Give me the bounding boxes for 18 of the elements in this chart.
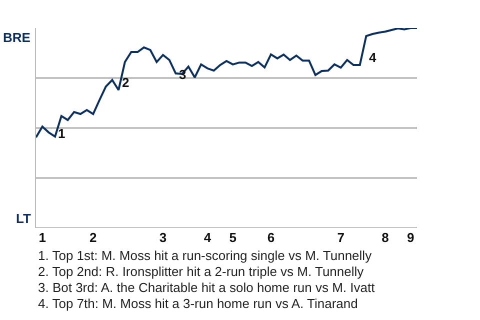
text: LT [16,211,31,226]
text: BRE [3,30,31,45]
x-tick-label: 7 [337,230,344,245]
x-tick-label: 1 [38,230,46,245]
x-tick-label: 8 [382,230,389,245]
x-tick-label: 6 [267,230,275,245]
x-tick-label: 3 [159,230,167,245]
text: 1. Top 1st: M. Moss hit a run-scoring single vs M. Tunnelly [38,248,372,263]
text: 3. Bot 3rd: A. the Charitable hit a solo home run vs M. Ivatt [38,280,376,295]
x-tick-label: 5 [229,230,236,245]
x-tick-label: 4 [204,230,212,245]
x-tick-label: 9 [407,230,414,245]
annotation: 1 [58,126,66,141]
text: 4. Top 7th: M. Moss hit a 3-run home run vs A. Tinarand [38,296,358,311]
annotation: 2 [122,75,130,90]
x-tick-label: 2 [90,230,97,245]
annotation: 4 [369,50,377,65]
text: 2. Top 2nd: R. Ironsplitter hit a 2-run triple vs M. Tunnelly [38,264,364,279]
